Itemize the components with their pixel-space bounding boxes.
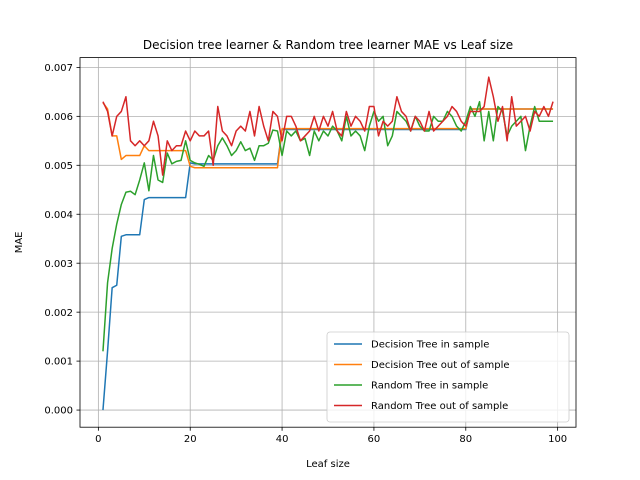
y-tick-label: 0.002 [44,308,73,319]
x-tick-label: 60 [368,434,381,445]
grid [80,57,576,428]
series-line-4 [102,76,554,176]
y-tick-label: 0.000 [44,406,73,417]
y-tick-label: 0.004 [44,210,73,221]
x-axis-label: Leaf size [306,459,350,470]
legend: Decision Tree in sample Decision Tree out… [326,331,570,423]
axes-frame [79,57,577,428]
ticks: 0 20 40 60 80 100 0.000 0.001 0.002 0.003 0.004 0.0… [44,63,567,445]
legend-label: Random Tree in sample [371,381,488,392]
legend-label: Decision Tree out of sample [371,360,510,371]
x-tick-label: 100 [548,434,567,445]
legend-label: Random Tree out of sample [371,401,508,412]
chart-title: Decision tree learner & Random tree lear… [143,38,513,52]
legend-label: Decision Tree in sample [371,340,489,351]
y-axis-label: MAE [14,232,25,254]
y-tick-label: 0.007 [44,63,73,74]
y-tick-label: 0.006 [44,112,73,123]
y-tick-label: 0.001 [44,357,73,368]
x-tick-label: 0 [95,434,101,445]
legend-frame [326,331,570,423]
x-tick-label: 40 [276,434,289,445]
y-tick-label: 0.003 [44,259,73,270]
plot-lines [102,76,554,411]
y-tick-label: 0.005 [44,161,73,172]
x-tick-label: 80 [459,434,472,445]
series-line-3 [102,100,554,352]
legend-items: Decision Tree in sample Decision Tree out… [334,340,510,412]
x-tick-label: 20 [184,434,197,445]
